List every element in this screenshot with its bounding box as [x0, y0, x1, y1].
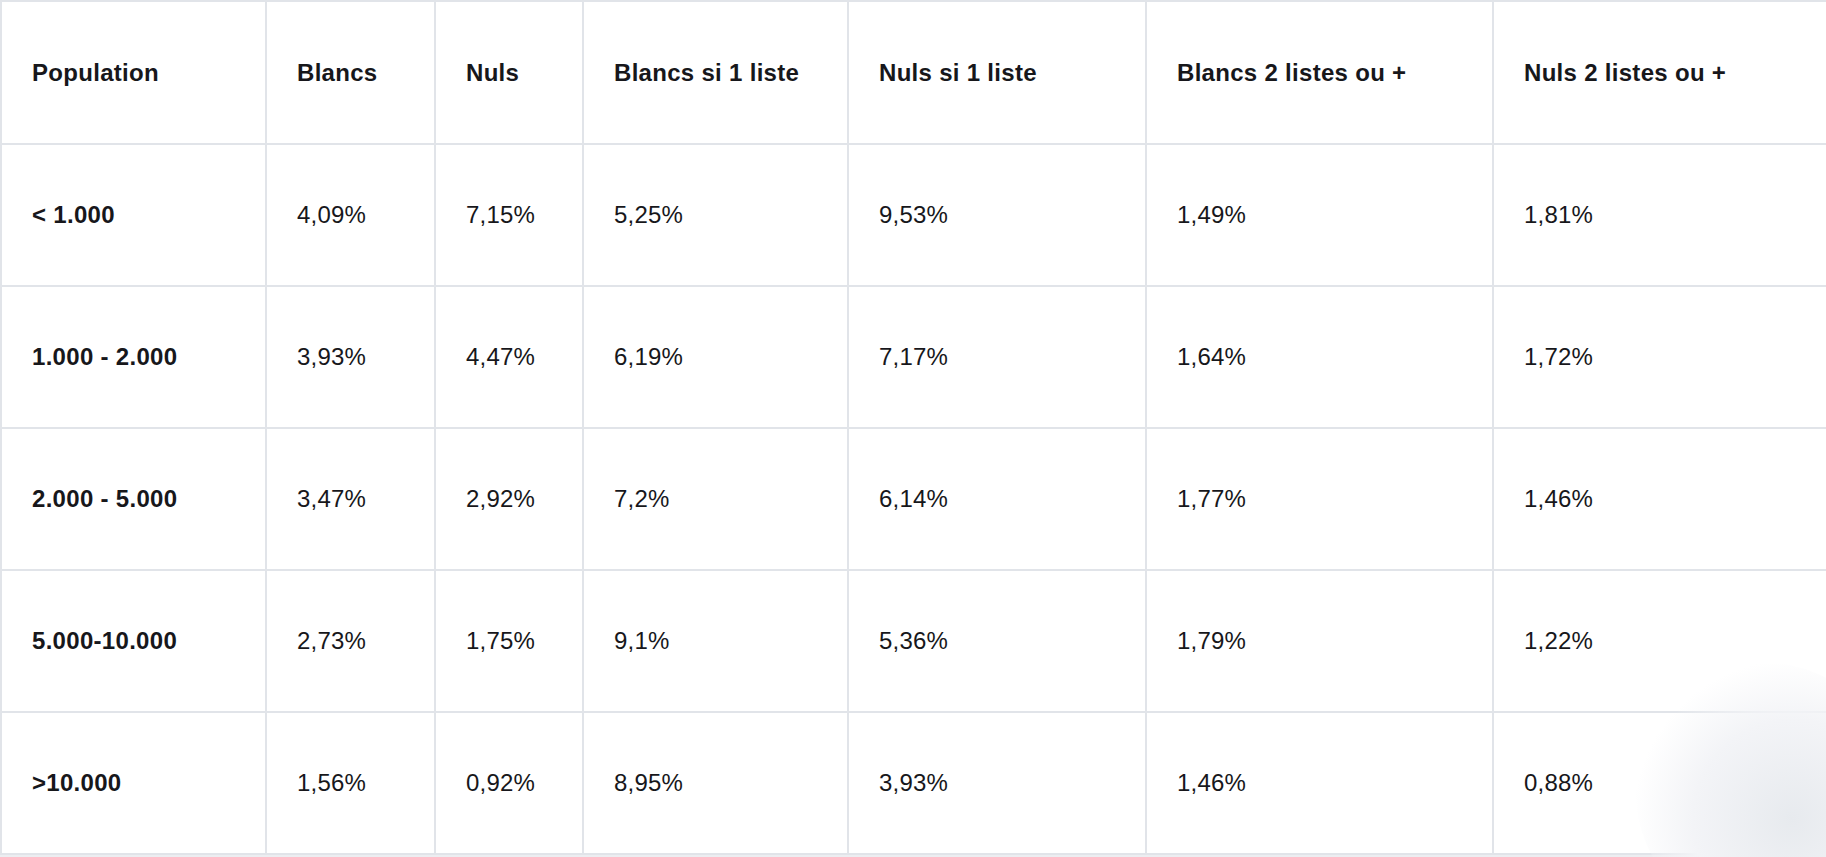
- table-row: < 1.000 4,09% 7,15% 5,25% 9,53% 1,49% 1,…: [1, 144, 1826, 286]
- table-cell: 6,19%: [583, 286, 848, 428]
- table-cell: 1,56%: [266, 712, 435, 854]
- column-header-population: Population: [1, 1, 266, 144]
- table-cell: 7,15%: [435, 144, 583, 286]
- column-header-blancs-si-1-liste: Blancs si 1 liste: [583, 1, 848, 144]
- table-cell: 3,93%: [848, 712, 1146, 854]
- election-stats-table-container: Population Blancs Nuls Blancs si 1 liste…: [0, 0, 1826, 853]
- table-cell: 2,92%: [435, 428, 583, 570]
- table-cell: 1,79%: [1146, 570, 1493, 712]
- table-cell: 0,92%: [435, 712, 583, 854]
- header-row: Population Blancs Nuls Blancs si 1 liste…: [1, 1, 1826, 144]
- table-row: >10.000 1,56% 0,92% 8,95% 3,93% 1,46% 0,…: [1, 712, 1826, 854]
- table-cell: 5,36%: [848, 570, 1146, 712]
- table-cell: 3,93%: [266, 286, 435, 428]
- table-cell: 0,88%: [1493, 712, 1826, 854]
- table-row: 5.000-10.000 2,73% 1,75% 9,1% 5,36% 1,79…: [1, 570, 1826, 712]
- table-cell: 1,49%: [1146, 144, 1493, 286]
- table-cell: 1,72%: [1493, 286, 1826, 428]
- column-header-nuls-2-listes-ou-plus: Nuls 2 listes ou +: [1493, 1, 1826, 144]
- row-label: 5.000-10.000: [1, 570, 266, 712]
- table-cell: 1,77%: [1146, 428, 1493, 570]
- table-cell: 9,53%: [848, 144, 1146, 286]
- table-row: 1.000 - 2.000 3,93% 4,47% 6,19% 7,17% 1,…: [1, 286, 1826, 428]
- row-label: 1.000 - 2.000: [1, 286, 266, 428]
- table-cell: 2,73%: [266, 570, 435, 712]
- column-header-blancs-2-listes-ou-plus: Blancs 2 listes ou +: [1146, 1, 1493, 144]
- table-cell: 1,64%: [1146, 286, 1493, 428]
- table-cell: 4,09%: [266, 144, 435, 286]
- row-label: < 1.000: [1, 144, 266, 286]
- table-cell: 7,17%: [848, 286, 1146, 428]
- table-cell: 6,14%: [848, 428, 1146, 570]
- row-label: 2.000 - 5.000: [1, 428, 266, 570]
- column-header-nuls-si-1-liste: Nuls si 1 liste: [848, 1, 1146, 144]
- table-cell: 1,46%: [1146, 712, 1493, 854]
- table-cell: 4,47%: [435, 286, 583, 428]
- table-cell: 1,81%: [1493, 144, 1826, 286]
- table-cell: 1,22%: [1493, 570, 1826, 712]
- table-cell: 9,1%: [583, 570, 848, 712]
- table-cell: 8,95%: [583, 712, 848, 854]
- table-cell: 3,47%: [266, 428, 435, 570]
- table-cell: 1,75%: [435, 570, 583, 712]
- table-row: 2.000 - 5.000 3,47% 2,92% 7,2% 6,14% 1,7…: [1, 428, 1826, 570]
- table-cell: 1,46%: [1493, 428, 1826, 570]
- column-header-nuls: Nuls: [435, 1, 583, 144]
- column-header-blancs: Blancs: [266, 1, 435, 144]
- table-cell: 7,2%: [583, 428, 848, 570]
- row-label: >10.000: [1, 712, 266, 854]
- table-cell: 5,25%: [583, 144, 848, 286]
- population-blancs-nuls-table: Population Blancs Nuls Blancs si 1 liste…: [0, 0, 1826, 855]
